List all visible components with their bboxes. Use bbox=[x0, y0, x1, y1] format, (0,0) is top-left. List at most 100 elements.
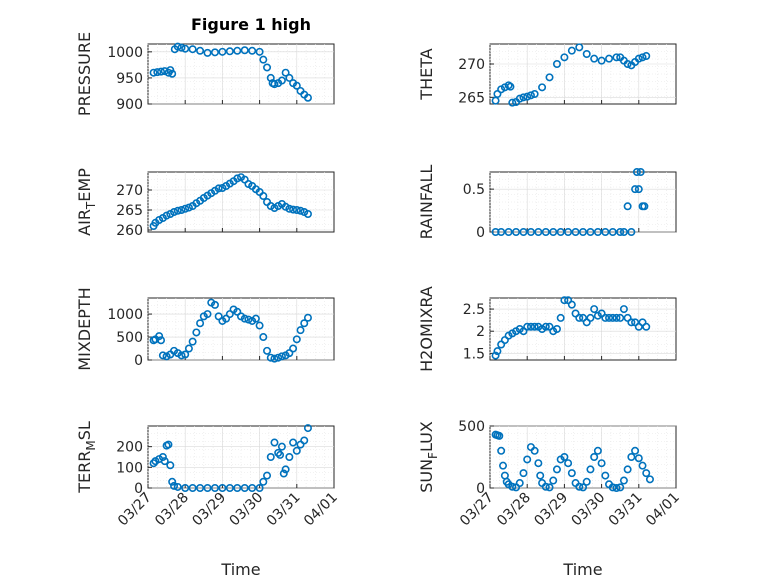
data-point bbox=[560, 452, 569, 461]
data-point bbox=[276, 450, 285, 459]
data-point bbox=[597, 56, 606, 65]
data-point bbox=[549, 476, 558, 485]
y-axis-label-part: LUX bbox=[417, 421, 436, 452]
data-point bbox=[636, 168, 645, 177]
data-point bbox=[218, 483, 227, 492]
x-tick-label: 03/29 bbox=[189, 490, 229, 530]
y-tick-label: 0 bbox=[476, 481, 485, 497]
data-point bbox=[153, 68, 162, 77]
data-point bbox=[590, 452, 599, 461]
data-point bbox=[523, 92, 532, 101]
data-point bbox=[519, 469, 528, 478]
data-point bbox=[515, 94, 524, 103]
y-tick-label: 950 bbox=[116, 71, 143, 87]
x-axis-label: Time bbox=[220, 560, 260, 579]
data-point bbox=[578, 483, 587, 492]
data-point bbox=[515, 479, 524, 488]
y-tick-label: 100 bbox=[116, 460, 143, 476]
data-point bbox=[292, 206, 301, 215]
data-point bbox=[627, 228, 636, 237]
data-point bbox=[549, 228, 558, 237]
data-point bbox=[225, 47, 234, 56]
data-point bbox=[263, 471, 272, 480]
y-tick-label: 500 bbox=[458, 419, 485, 435]
data-point bbox=[259, 333, 268, 342]
data-point bbox=[181, 44, 190, 53]
y-tick-label: 260 bbox=[116, 223, 143, 239]
y-tick-label: 2.5 bbox=[463, 302, 485, 318]
data-point bbox=[575, 43, 584, 52]
y-tick-label: 1000 bbox=[107, 307, 143, 323]
data-point bbox=[173, 206, 182, 215]
data-point bbox=[571, 228, 580, 237]
data-point bbox=[495, 431, 504, 440]
data-point bbox=[303, 424, 312, 433]
data-point bbox=[259, 477, 268, 486]
data-point bbox=[173, 42, 182, 51]
data-point bbox=[149, 459, 158, 468]
y-axis-label-subscript: M bbox=[84, 440, 98, 450]
data-point bbox=[586, 313, 595, 322]
data-point bbox=[203, 310, 212, 319]
data-point bbox=[277, 76, 286, 85]
y-axis-label-part: SUN bbox=[417, 459, 436, 493]
data-point bbox=[541, 482, 550, 491]
y-tick-label: 2 bbox=[476, 324, 485, 340]
data-point bbox=[233, 483, 242, 492]
y-tick-label: 500 bbox=[116, 330, 143, 346]
y-tick-label: 0 bbox=[134, 353, 143, 369]
data-point bbox=[285, 452, 294, 461]
y-axis-label-part: SL bbox=[75, 421, 94, 440]
data-point bbox=[270, 80, 279, 89]
y-axis-label: H2OMIXRA bbox=[417, 286, 436, 372]
data-point bbox=[638, 53, 647, 62]
data-point bbox=[608, 313, 617, 322]
data-point bbox=[536, 471, 545, 480]
y-axis-label: TERRMSL bbox=[75, 421, 98, 494]
data-point bbox=[623, 202, 632, 211]
data-point bbox=[504, 228, 513, 237]
y-axis-label: PRESSURE bbox=[75, 32, 94, 116]
x-tick-label: 03/31 bbox=[264, 490, 304, 530]
data-point bbox=[303, 210, 312, 219]
data-point bbox=[590, 305, 599, 314]
data-point bbox=[605, 54, 614, 63]
data-point bbox=[556, 228, 565, 237]
data-point bbox=[619, 305, 628, 314]
data-point bbox=[519, 228, 528, 237]
data-point bbox=[274, 448, 283, 457]
data-point bbox=[289, 438, 298, 447]
data-point bbox=[155, 332, 164, 341]
data-point bbox=[593, 228, 602, 237]
data-point bbox=[645, 475, 654, 484]
data-point bbox=[248, 46, 257, 55]
data-point bbox=[210, 300, 219, 309]
data-point bbox=[499, 461, 508, 470]
panel-terr_msl: 010020003/2703/2803/2903/3003/3104/01Tim… bbox=[75, 421, 341, 579]
x-axis-label: Time bbox=[562, 560, 602, 579]
data-point bbox=[289, 344, 298, 353]
data-point bbox=[530, 322, 539, 331]
data-point bbox=[255, 47, 264, 56]
data-point bbox=[292, 446, 301, 455]
data-point bbox=[508, 482, 517, 491]
data-point bbox=[184, 344, 193, 353]
data-point bbox=[627, 318, 636, 327]
y-tick-label: 0 bbox=[476, 225, 485, 241]
x-tick-label: 04/01 bbox=[643, 490, 683, 530]
x-tick-label: 03/31 bbox=[606, 490, 646, 530]
data-point bbox=[493, 347, 502, 356]
data-point bbox=[244, 315, 253, 324]
data-point bbox=[285, 204, 294, 213]
data-point bbox=[619, 228, 628, 237]
data-point bbox=[300, 319, 309, 328]
data-point bbox=[181, 204, 190, 213]
data-point bbox=[560, 296, 569, 305]
y-tick-label: 265 bbox=[458, 90, 485, 106]
data-point bbox=[296, 326, 305, 335]
y-tick-label: 0 bbox=[134, 481, 143, 497]
data-point bbox=[177, 351, 186, 360]
data-point bbox=[567, 46, 576, 55]
y-tick-label: 900 bbox=[116, 97, 143, 113]
